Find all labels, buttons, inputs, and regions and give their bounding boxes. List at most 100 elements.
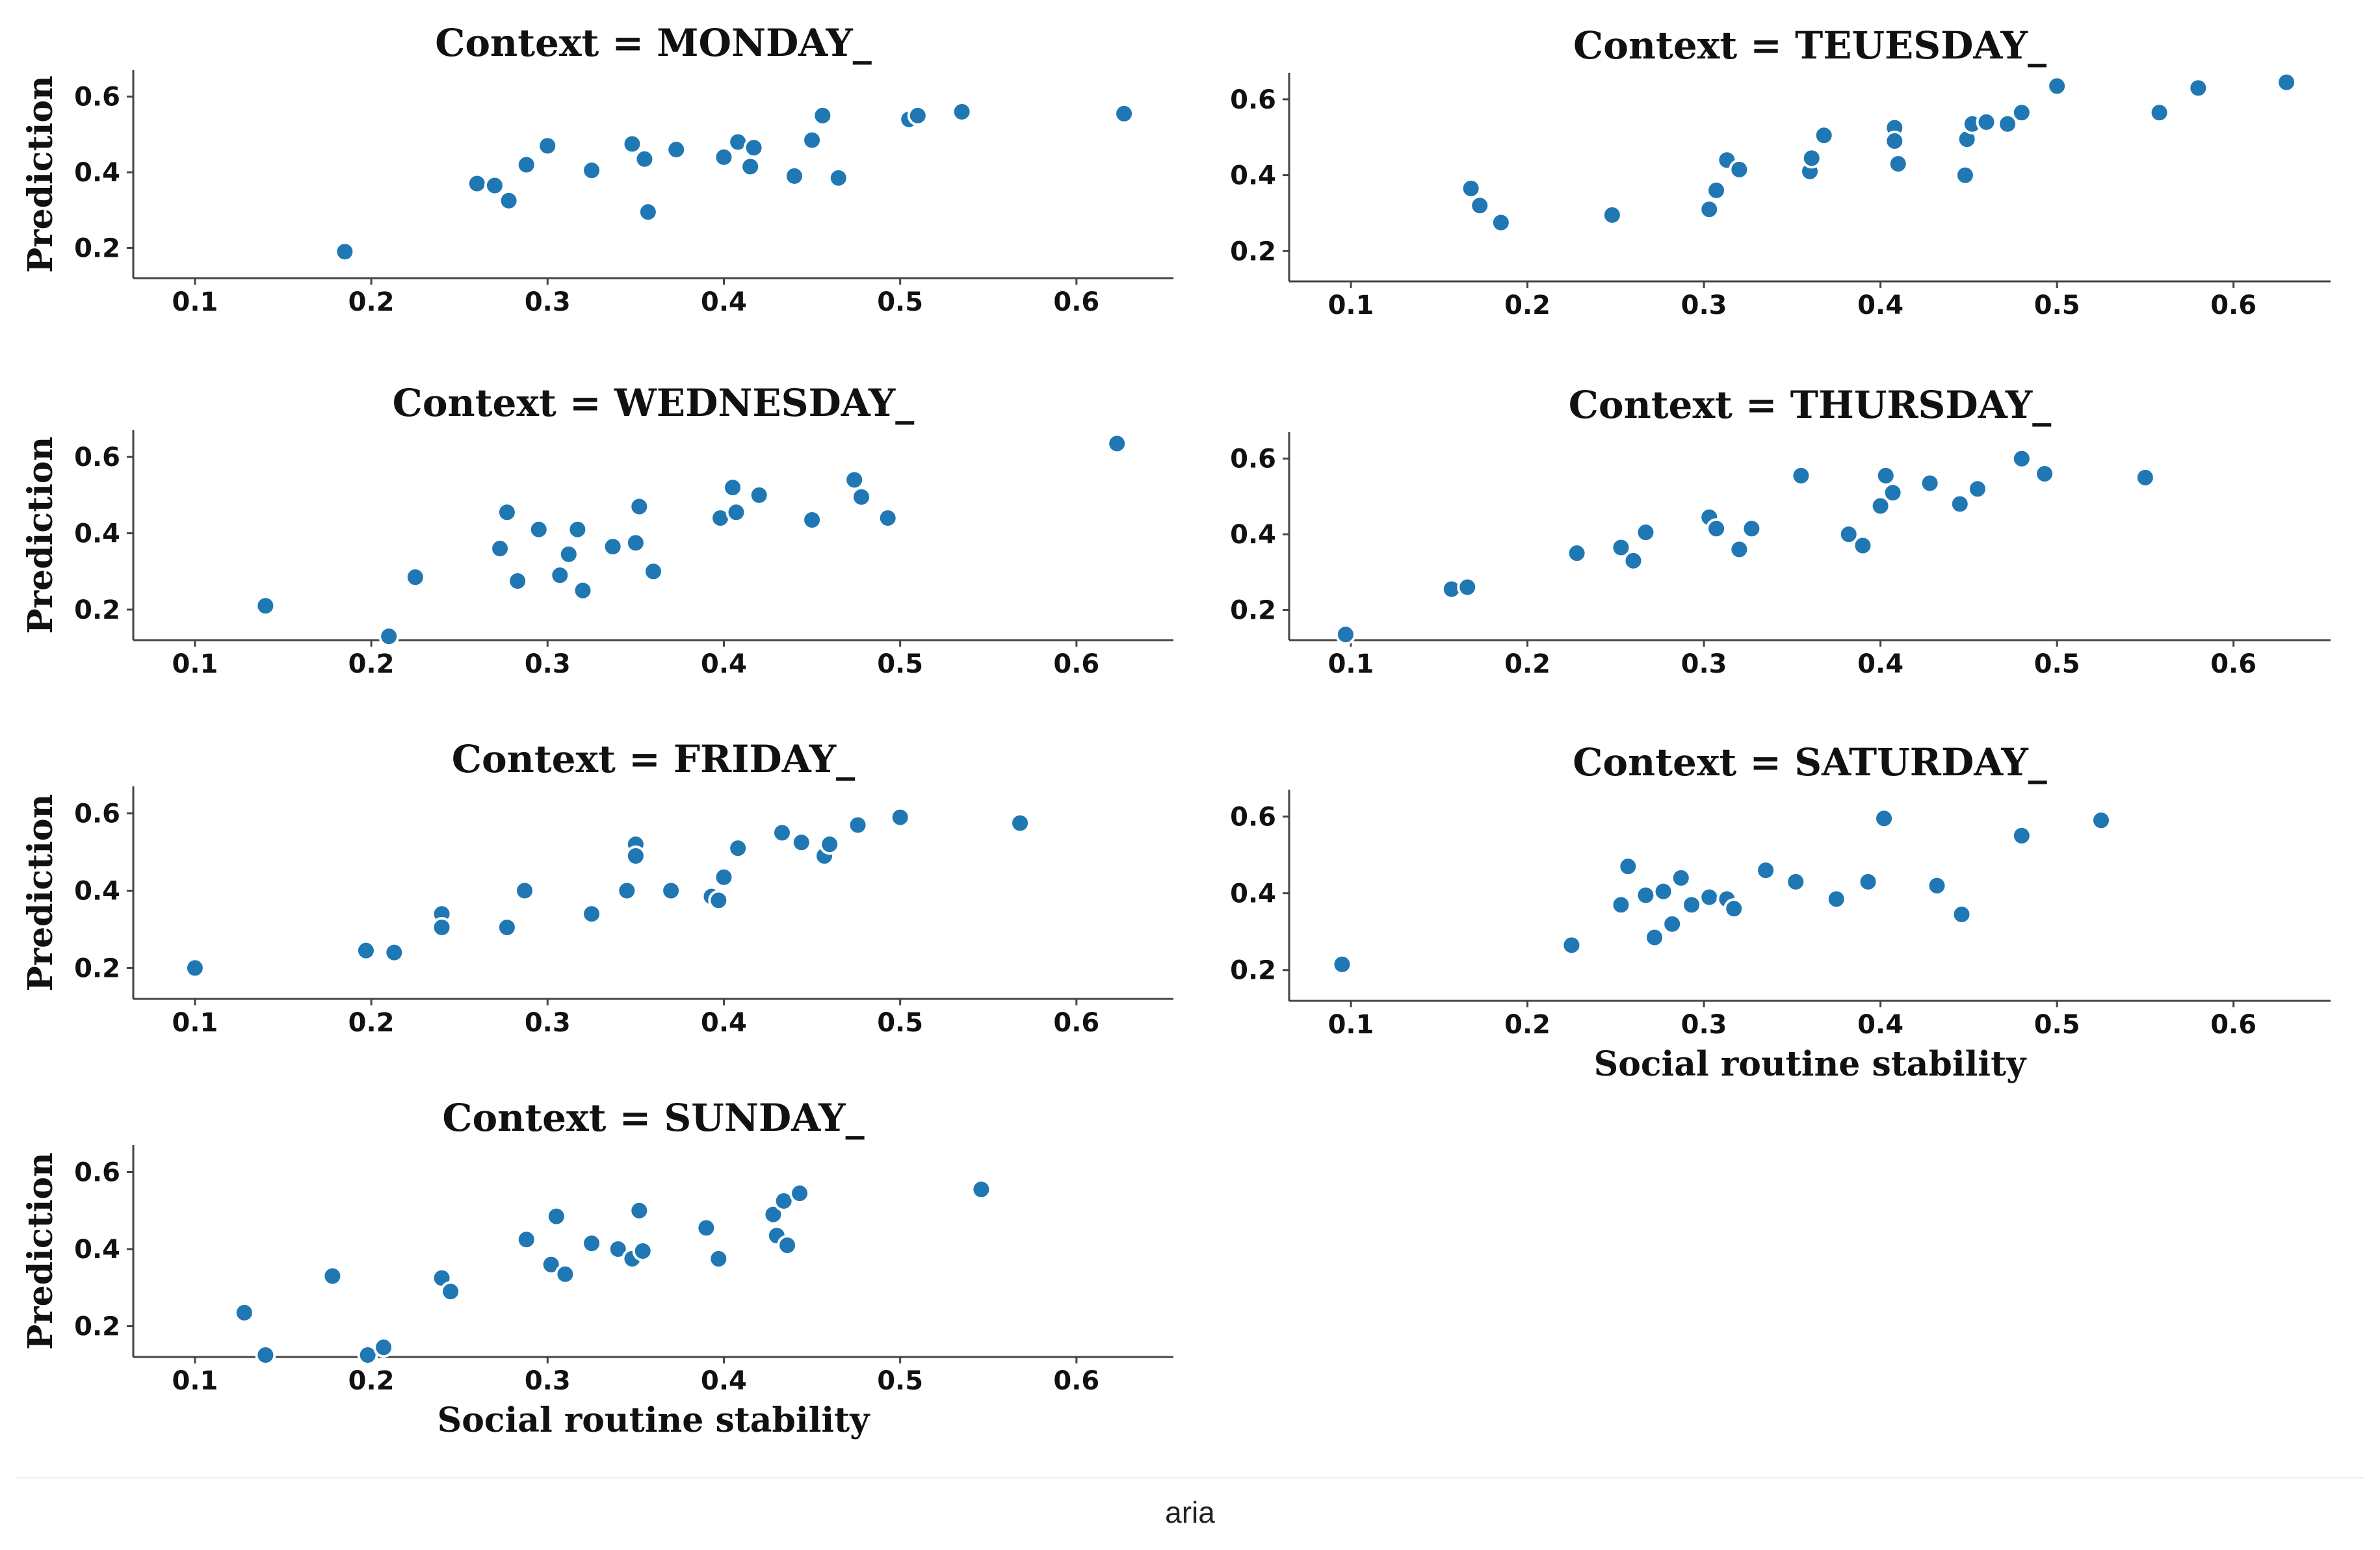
x-axis-label: Social routine stability xyxy=(438,1401,870,1440)
y-tick-label: 0.2 xyxy=(1230,956,1276,986)
data-point xyxy=(334,241,356,263)
data-point xyxy=(971,1179,992,1200)
x-tick-label: 0.3 xyxy=(525,1366,571,1396)
x-tick-label: 0.4 xyxy=(701,287,747,317)
data-point xyxy=(545,1206,567,1227)
data-point xyxy=(1644,927,1666,948)
data-point xyxy=(1681,894,1703,916)
data-point xyxy=(2047,75,2068,97)
data-point xyxy=(789,1183,811,1204)
data-point xyxy=(1801,148,1822,169)
data-point xyxy=(184,957,205,979)
data-point xyxy=(637,201,659,223)
data-point xyxy=(581,1233,603,1254)
data-point xyxy=(1331,953,1353,975)
data-point xyxy=(355,940,376,961)
data-point xyxy=(607,1239,629,1260)
x-tick-label: 0.1 xyxy=(1328,1010,1374,1040)
data-point xyxy=(2011,448,2032,469)
y-tick-label: 0.6 xyxy=(74,1157,120,1187)
y-tick-label: 0.4 xyxy=(74,158,120,188)
data-point xyxy=(2149,102,2170,123)
data-point xyxy=(1566,543,1588,564)
data-point xyxy=(2276,71,2297,93)
data-point xyxy=(877,508,898,529)
x-tick-label: 0.4 xyxy=(1857,1010,1903,1040)
x-axis-label: Social routine stability xyxy=(1594,1044,2027,1084)
data-point xyxy=(1729,159,1750,180)
x-tick-label: 0.5 xyxy=(877,1366,923,1396)
data-point xyxy=(1460,178,1482,200)
data-point xyxy=(889,807,911,828)
data-point xyxy=(666,139,687,161)
data-point xyxy=(2188,77,2209,99)
data-point xyxy=(1601,204,1623,226)
data-point xyxy=(490,538,511,560)
data-point xyxy=(466,173,488,194)
data-point xyxy=(727,838,749,859)
x-tick-label: 0.5 xyxy=(877,649,923,679)
y-tick-label: 0.2 xyxy=(74,1312,120,1342)
data-point xyxy=(1490,212,1511,233)
x-tick-label: 0.3 xyxy=(525,1008,571,1038)
y-tick-label: 0.4 xyxy=(1230,161,1276,191)
y-tick-label: 0.6 xyxy=(74,443,120,472)
data-point xyxy=(378,626,400,647)
x-tick-label: 0.2 xyxy=(348,1366,395,1396)
x-tick-label: 0.4 xyxy=(701,649,747,679)
y-tick-label: 0.2 xyxy=(1230,595,1276,625)
data-point xyxy=(1875,465,1896,486)
data-point xyxy=(549,565,571,586)
x-tick-label: 0.4 xyxy=(1857,291,1903,320)
data-point xyxy=(743,137,765,159)
data-point xyxy=(1919,472,1941,494)
data-point xyxy=(812,105,833,126)
data-point xyxy=(233,1302,255,1323)
data-point xyxy=(1469,195,1491,216)
data-point xyxy=(828,167,849,188)
x-tick-label: 0.1 xyxy=(172,1008,218,1038)
data-point xyxy=(844,469,865,491)
data-point xyxy=(1457,576,1478,598)
y-axis-label: Prediction xyxy=(21,75,60,273)
data-point xyxy=(629,1200,650,1221)
data-point xyxy=(802,129,823,151)
x-tick-label: 0.2 xyxy=(1504,291,1550,320)
data-point xyxy=(440,1281,462,1302)
data-point xyxy=(783,165,805,187)
data-point xyxy=(528,519,549,540)
data-point xyxy=(484,175,505,196)
data-point xyxy=(1790,465,1812,486)
x-tick-label: 0.1 xyxy=(1328,649,1374,679)
data-point xyxy=(1755,860,1777,881)
data-point xyxy=(1954,164,1976,186)
x-tick-label: 0.5 xyxy=(2034,291,2080,320)
y-tick-label: 0.4 xyxy=(1230,520,1276,550)
data-point xyxy=(384,942,405,963)
data-point xyxy=(431,917,452,938)
scatter-panel: 0.1 0.2 0.3 0.4 0.5 0.6 0.2 0.4 0.6 Context = FRI… xyxy=(21,737,1173,1038)
scatter-panel: 0.1 0.2 0.3 0.4 0.5 0.6 0.2 0.4 0.6 Context = MON… xyxy=(21,21,1173,317)
data-point xyxy=(722,477,744,498)
data-point xyxy=(907,105,928,126)
x-tick-label: 0.5 xyxy=(877,287,923,317)
scatter-panel: 0.1 0.2 0.3 0.4 0.5 0.6 0.2 0.4 0.6 Context = TEU… xyxy=(1230,23,2331,320)
x-tick-label: 0.6 xyxy=(1053,287,1099,317)
data-point xyxy=(1884,131,1905,152)
data-point xyxy=(1635,522,1656,543)
data-point xyxy=(696,1217,717,1239)
data-point xyxy=(498,190,519,211)
x-tick-label: 0.5 xyxy=(877,1008,923,1038)
data-point xyxy=(404,567,426,588)
x-tick-label: 0.1 xyxy=(172,1366,218,1396)
y-tick-label: 0.6 xyxy=(1230,445,1276,474)
data-point xyxy=(581,160,603,181)
caption-text: aria xyxy=(1165,1495,1215,1529)
data-point xyxy=(1699,199,1720,220)
data-point xyxy=(1813,125,1835,146)
data-point xyxy=(514,880,536,901)
data-point xyxy=(632,1241,653,1261)
data-point xyxy=(1617,856,1639,877)
data-point xyxy=(643,561,664,582)
